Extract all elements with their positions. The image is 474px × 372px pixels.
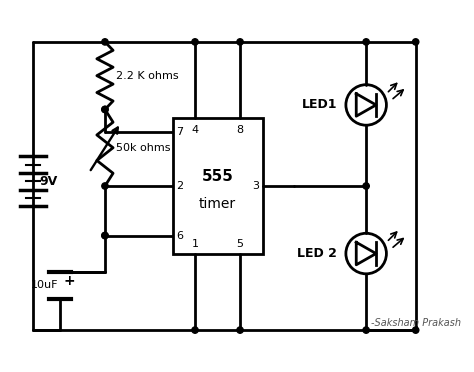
Circle shape xyxy=(102,232,108,239)
Text: 8: 8 xyxy=(237,125,244,135)
Circle shape xyxy=(363,327,369,333)
FancyBboxPatch shape xyxy=(173,118,263,254)
Text: 9V: 9V xyxy=(40,175,58,188)
Text: 555: 555 xyxy=(201,170,234,185)
Text: -Saksham Prakash: -Saksham Prakash xyxy=(371,318,461,328)
Circle shape xyxy=(363,183,369,189)
Text: 4: 4 xyxy=(191,125,199,135)
Text: 2.2 K ohms: 2.2 K ohms xyxy=(116,71,179,81)
Text: 1: 1 xyxy=(191,239,199,249)
Circle shape xyxy=(102,106,108,113)
Circle shape xyxy=(363,39,369,45)
Circle shape xyxy=(412,39,419,45)
Circle shape xyxy=(412,327,419,333)
Text: +: + xyxy=(64,273,75,288)
Circle shape xyxy=(237,327,243,333)
Text: 7: 7 xyxy=(176,127,183,137)
Circle shape xyxy=(237,39,243,45)
Text: timer: timer xyxy=(199,197,236,211)
Text: 50k ohms: 50k ohms xyxy=(116,143,171,153)
Circle shape xyxy=(192,39,198,45)
Text: 6: 6 xyxy=(176,231,183,241)
Circle shape xyxy=(102,39,108,45)
Text: LED 2: LED 2 xyxy=(297,247,337,260)
Circle shape xyxy=(102,106,108,113)
Circle shape xyxy=(102,232,108,239)
Text: 2: 2 xyxy=(176,181,183,191)
Circle shape xyxy=(192,327,198,333)
Text: LED1: LED1 xyxy=(301,99,337,112)
Text: 10uF: 10uF xyxy=(31,280,58,290)
Text: 5: 5 xyxy=(237,239,244,249)
Circle shape xyxy=(102,183,108,189)
Text: 3: 3 xyxy=(252,181,259,191)
